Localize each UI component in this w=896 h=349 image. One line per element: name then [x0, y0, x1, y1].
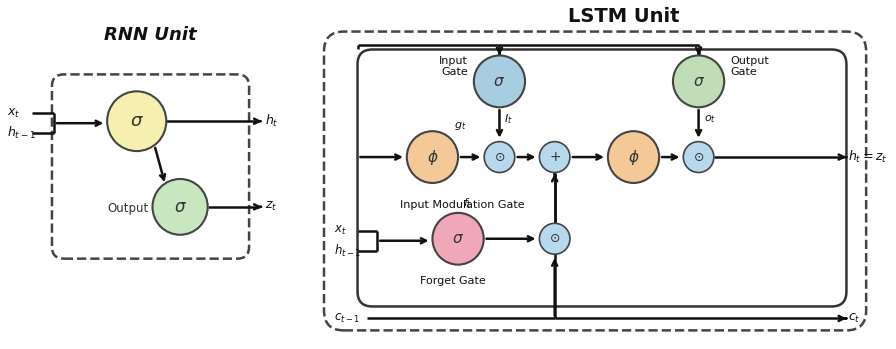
Text: Output
Gate: Output Gate [730, 55, 769, 77]
Text: Input
Gate: Input Gate [439, 55, 468, 77]
Circle shape [433, 213, 484, 265]
Text: $o_t$: $o_t$ [703, 113, 716, 125]
Text: $\odot$: $\odot$ [693, 150, 704, 164]
Circle shape [684, 142, 714, 172]
Text: $\odot$: $\odot$ [549, 232, 560, 245]
Circle shape [673, 55, 724, 107]
Text: $\sigma$: $\sigma$ [494, 74, 505, 89]
Circle shape [539, 223, 570, 254]
Text: $h_t$: $h_t$ [265, 113, 279, 129]
Text: $h_{t-1}$: $h_{t-1}$ [6, 125, 36, 141]
Text: Input Modulation Gate: Input Modulation Gate [400, 200, 524, 210]
Circle shape [407, 131, 458, 183]
Text: $c_t$: $c_t$ [849, 312, 861, 325]
Text: $\sigma$: $\sigma$ [130, 112, 143, 130]
Circle shape [484, 142, 514, 172]
Text: $z_t$: $z_t$ [265, 200, 277, 214]
Text: $x_t$: $x_t$ [6, 107, 20, 120]
Text: $x_t$: $x_t$ [334, 224, 347, 237]
Text: $\odot$: $\odot$ [494, 150, 505, 164]
Circle shape [539, 142, 570, 172]
Text: $I_t$: $I_t$ [504, 112, 513, 126]
Text: Output: Output [108, 202, 149, 215]
Text: $\sigma$: $\sigma$ [452, 231, 464, 246]
Circle shape [152, 179, 208, 235]
Text: $\sigma$: $\sigma$ [693, 74, 704, 89]
Text: $g_t$: $g_t$ [454, 120, 467, 132]
Circle shape [474, 55, 525, 107]
Circle shape [607, 131, 659, 183]
Text: $\sigma$: $\sigma$ [174, 198, 186, 216]
Text: $\phi$: $\phi$ [628, 148, 640, 166]
Text: $f_t$: $f_t$ [463, 196, 472, 210]
Text: LSTM Unit: LSTM Unit [568, 7, 679, 26]
Text: RNN Unit: RNN Unit [104, 25, 197, 44]
Text: $h_t = z_t$: $h_t = z_t$ [849, 149, 888, 165]
Text: $+$: $+$ [548, 150, 561, 164]
Text: $\phi$: $\phi$ [426, 148, 438, 166]
Circle shape [108, 91, 167, 151]
Text: Forget Gate: Forget Gate [420, 276, 486, 285]
Text: $c_{t-1}$: $c_{t-1}$ [334, 312, 360, 325]
Text: $h_{t-1}$: $h_{t-1}$ [334, 243, 361, 259]
